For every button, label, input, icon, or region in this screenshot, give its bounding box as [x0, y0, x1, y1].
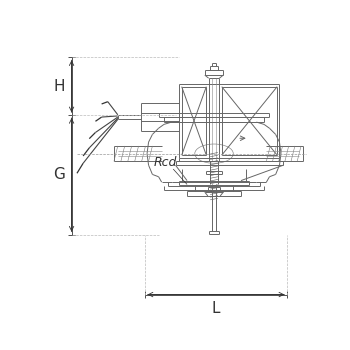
Text: Rcd: Rcd: [154, 156, 177, 169]
Text: G: G: [54, 167, 65, 182]
Text: L: L: [212, 301, 220, 316]
Text: H: H: [54, 79, 65, 94]
